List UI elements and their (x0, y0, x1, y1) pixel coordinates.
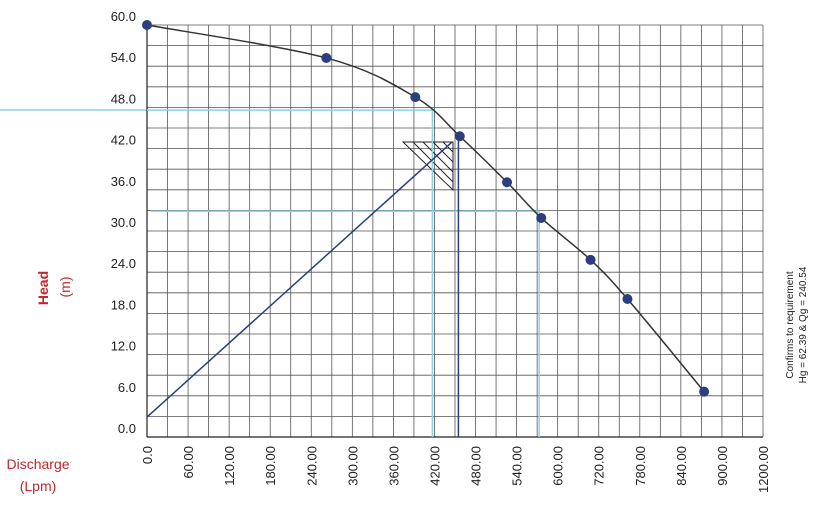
x-tick-label: 720.00 (592, 446, 607, 486)
x-tick-label: 180.00 (263, 446, 278, 486)
y-label-unit: (m) (57, 277, 73, 298)
x-tick-label: 360.00 (386, 446, 401, 486)
y-tick-label: 0.0 (118, 421, 136, 436)
data-point (622, 293, 633, 304)
guide-line (147, 109, 434, 437)
data-point (410, 92, 421, 103)
y-tick-label: 30.0 (111, 215, 136, 230)
pump-curve (146, 24, 705, 393)
x-tick-label: 0.0 (140, 446, 155, 464)
grid (146, 24, 764, 438)
x-tick-label: 300.00 (345, 446, 360, 486)
x-tick-label: 1200.00 (756, 446, 771, 493)
y-tick-label: 48.0 (111, 91, 136, 106)
x-tick-label: 840.00 (674, 446, 689, 486)
y-tick-label: 36.0 (111, 174, 136, 189)
data-point (585, 254, 596, 265)
x-tick-label: 600.00 (551, 446, 566, 486)
data-point (321, 52, 332, 63)
x-label-unit: (Lpm) (20, 478, 57, 494)
x-tick-label: 420.00 (427, 446, 442, 486)
x-label: Discharge (6, 456, 69, 472)
note: Hg = 62.39 & Qg = 240.54 (798, 266, 809, 383)
x-tick-label: 780.00 (633, 446, 648, 486)
y-tick-label: 42.0 (111, 133, 136, 148)
x-tick-label: 480.00 (469, 446, 484, 486)
data-point (536, 212, 547, 223)
y-tick-label: 12.0 (111, 339, 136, 354)
y-tick-label: 60.0 (111, 9, 136, 24)
y-tick-label: 54.0 (111, 50, 136, 65)
y-tick-label: 24.0 (111, 256, 136, 271)
note: Confirms to requirement (785, 271, 796, 378)
data-point (502, 177, 513, 188)
y-label: Head (35, 271, 51, 305)
guide-line (146, 141, 453, 418)
y-tick-label: 18.0 (111, 297, 136, 312)
data-point (454, 131, 465, 142)
data-point (699, 386, 710, 397)
x-tick-label: 120.00 (222, 446, 237, 486)
x-tick-label: 540.00 (510, 446, 525, 486)
x-tick-label: 60.00 (181, 446, 196, 479)
y-tick-label: 6.0 (118, 380, 136, 395)
guide-line (150, 210, 540, 437)
x-tick-label: 900.00 (715, 446, 730, 486)
hatch (401, 141, 454, 192)
data-point (142, 20, 152, 30)
x-tick-label: 240.00 (304, 446, 319, 486)
